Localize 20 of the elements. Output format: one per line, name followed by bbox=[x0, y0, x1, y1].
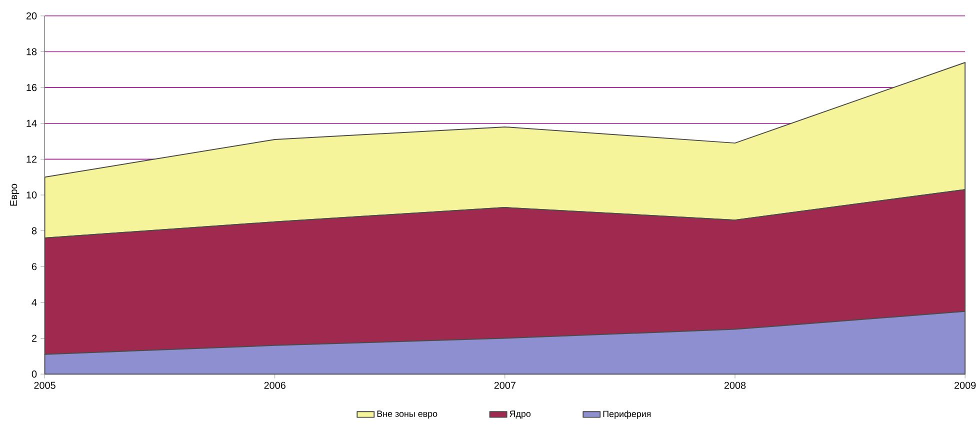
x-tick-label: 2006 bbox=[264, 382, 286, 390]
y-tick-label: 12 bbox=[26, 156, 37, 163]
x-tick-label: 2009 bbox=[954, 382, 976, 390]
y-tick-label: 18 bbox=[26, 48, 37, 56]
y-tick-label: 4 bbox=[32, 299, 37, 306]
y-tick-label: 2 bbox=[32, 334, 37, 342]
y-tick-label: 8 bbox=[32, 227, 37, 234]
y-tick-label: 0 bbox=[32, 370, 37, 378]
y-tick-label: 10 bbox=[26, 192, 37, 199]
legend-label: Вне зоны евро bbox=[377, 410, 438, 419]
y-tick-label: 20 bbox=[26, 12, 37, 20]
legend-label: Ядро bbox=[510, 410, 531, 419]
y-tick-label: 6 bbox=[32, 263, 37, 270]
y-axis-title: Евро bbox=[10, 184, 20, 206]
legend-label: Периферия bbox=[603, 410, 651, 419]
x-tick-label: 2005 bbox=[34, 382, 56, 390]
x-tick-label: 2008 bbox=[724, 382, 746, 390]
y-tick-label: 16 bbox=[26, 84, 37, 92]
x-tick-label: 2007 bbox=[494, 382, 516, 390]
y-tick-label: 14 bbox=[26, 120, 37, 127]
